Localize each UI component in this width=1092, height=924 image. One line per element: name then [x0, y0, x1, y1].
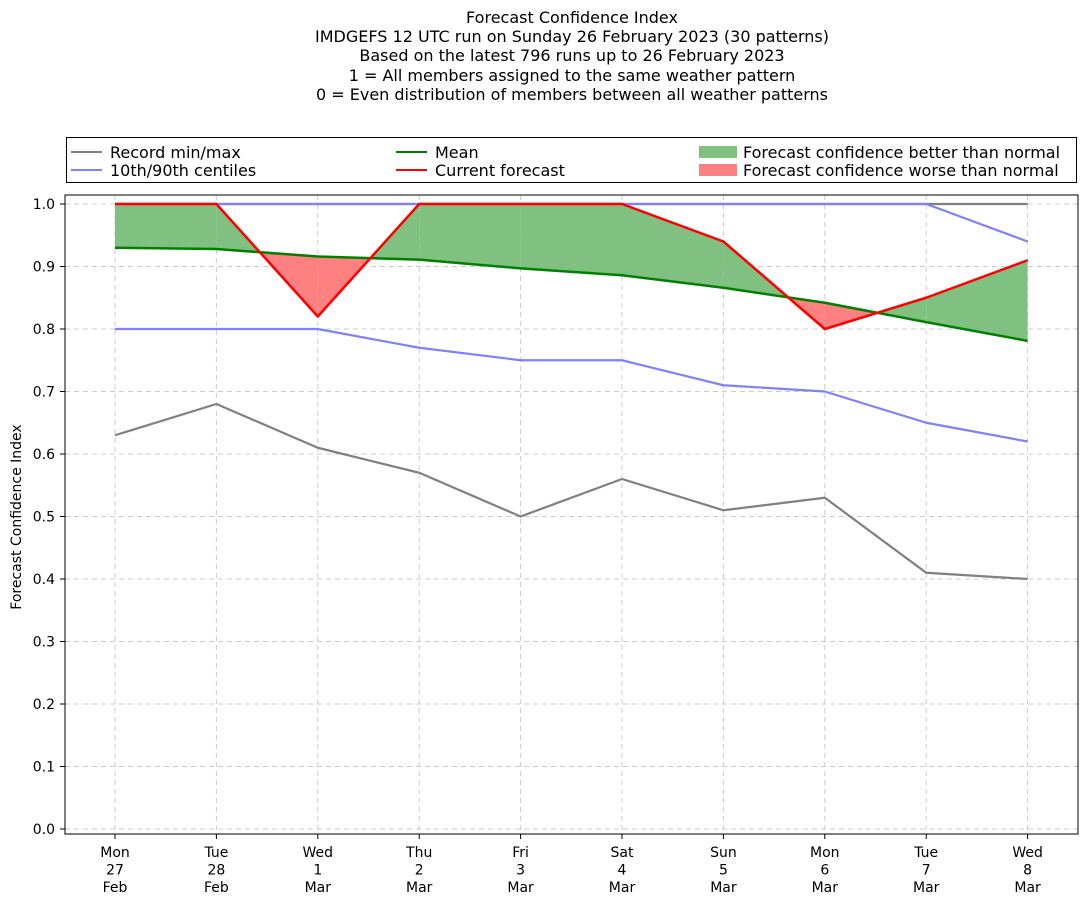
- x-tick-label: Tue: [913, 845, 938, 861]
- legend-swatch-mean: [396, 151, 427, 153]
- legend-item-mean: Mean: [396, 142, 479, 162]
- x-tick-label: Mar: [1014, 880, 1041, 896]
- legend-item-centiles: 10th/90th centiles: [71, 160, 257, 180]
- title-line-2: IMDGEFS 12 UTC run on Sunday 26 February…: [315, 27, 829, 47]
- x-tick-label: Tue: [203, 845, 228, 861]
- x-tick-label: Mar: [609, 880, 636, 896]
- current-forecast-line: [115, 202, 1029, 331]
- legend-label-current: Current forecast: [435, 160, 565, 180]
- y-tick-label: 0.9: [33, 260, 55, 276]
- x-tick-label: Thu: [405, 845, 432, 861]
- x-tick-label: Mon: [810, 845, 840, 861]
- fill-better-than-normal: [926, 260, 1028, 341]
- y-tick-label: 0.3: [33, 635, 55, 651]
- x-tick-label: Feb: [204, 880, 229, 896]
- legend-item-better: Forecast confidence better than normal: [699, 142, 1061, 162]
- y-tick-label: 1.0: [33, 197, 55, 213]
- legend-swatch-current: [396, 169, 427, 171]
- x-tick-label: 6: [820, 863, 829, 879]
- x-tick-label: Mar: [913, 880, 940, 896]
- legend-swatch-worse: [699, 164, 737, 176]
- x-tick-label: Fri: [512, 845, 529, 861]
- line-layer: [114, 202, 1029, 581]
- y-tick-label: 0.6: [33, 447, 55, 463]
- x-tick-label: 8: [1023, 863, 1032, 879]
- fill-better-than-normal: [622, 204, 724, 288]
- y-tick-label: 0.4: [33, 572, 55, 588]
- x-tick-label: 28: [207, 863, 225, 879]
- x-tick-label: 2: [415, 863, 424, 879]
- fill-better-than-normal: [877, 297, 927, 323]
- legend-label-centiles: 10th/90th centiles: [110, 160, 257, 180]
- legend-swatch-centiles: [71, 169, 102, 171]
- centile-10-line: [115, 327, 1028, 443]
- legend-label-record: Record min/max: [110, 142, 241, 162]
- title-line-3: Based on the latest 796 runs up to 26 Fe…: [359, 46, 785, 66]
- legend-label-worse: Forecast confidence worse than normal: [743, 160, 1059, 180]
- x-tick-label: Mar: [507, 880, 534, 896]
- y-axis-label: Forecast Confidence Index: [9, 424, 25, 609]
- title-line-1: Forecast Confidence Index: [466, 8, 678, 27]
- x-tick-label: Mar: [812, 880, 839, 896]
- x-tick-label: Mar: [305, 880, 332, 896]
- x-tick-label: Mar: [710, 880, 737, 896]
- x-tick-label: 7: [922, 863, 931, 879]
- legend-label-mean: Mean: [435, 142, 479, 162]
- x-tick-label: 1: [313, 863, 322, 879]
- fill-worse-than-normal: [824, 302, 878, 329]
- legend-item-current: Current forecast: [396, 160, 565, 180]
- x-tick-label: Wed: [1012, 845, 1043, 861]
- x-tick-label: Mar: [406, 880, 433, 896]
- legend: Record min/max 10th/90th centiles Mean C…: [66, 137, 1077, 183]
- y-tick-label: 0.2: [33, 697, 55, 713]
- y-tick-label: 0.0: [33, 822, 55, 838]
- y-tick-label: 0.8: [33, 322, 55, 338]
- x-tick-label: Mon: [100, 845, 130, 861]
- chart-title: Forecast Confidence Index IMDGEFS 12 UTC…: [0, 8, 1092, 104]
- x-tick-label: Sun: [710, 845, 737, 861]
- record-min-line: [114, 402, 1028, 581]
- y-tick-label: 0.5: [33, 510, 55, 526]
- y-tick-label: 0.7: [33, 385, 55, 401]
- tick-layer: 0.00.10.20.30.40.50.60.70.80.91.0Mon27Fe…: [33, 197, 1043, 896]
- legend-label-better: Forecast confidence better than normal: [743, 142, 1061, 162]
- plot-frame: [64, 194, 1079, 835]
- title-line-4: 1 = All members assigned to the same wea…: [348, 65, 796, 85]
- legend-swatch-better: [699, 146, 737, 158]
- legend-swatch-record: [71, 151, 102, 153]
- x-tick-label: Feb: [103, 880, 128, 896]
- title-line-5: 0 = Even distribution of members between…: [315, 84, 829, 104]
- x-tick-label: 4: [618, 863, 627, 879]
- legend-item-worse: Forecast confidence worse than normal: [699, 160, 1059, 180]
- grid-layer: [65, 195, 1078, 834]
- fill-better-than-normal: [520, 204, 622, 276]
- fill-better-than-normal: [419, 204, 521, 269]
- legend-item-record: Record min/max: [71, 142, 241, 162]
- x-tick-label: 5: [719, 863, 728, 879]
- fill-better-than-normal: [115, 204, 217, 249]
- y-tick-label: 0.1: [33, 760, 55, 776]
- x-tick-label: Sat: [611, 845, 634, 861]
- x-tick-label: 27: [106, 863, 124, 879]
- x-tick-label: 3: [516, 863, 525, 879]
- x-tick-label: Wed: [303, 845, 334, 861]
